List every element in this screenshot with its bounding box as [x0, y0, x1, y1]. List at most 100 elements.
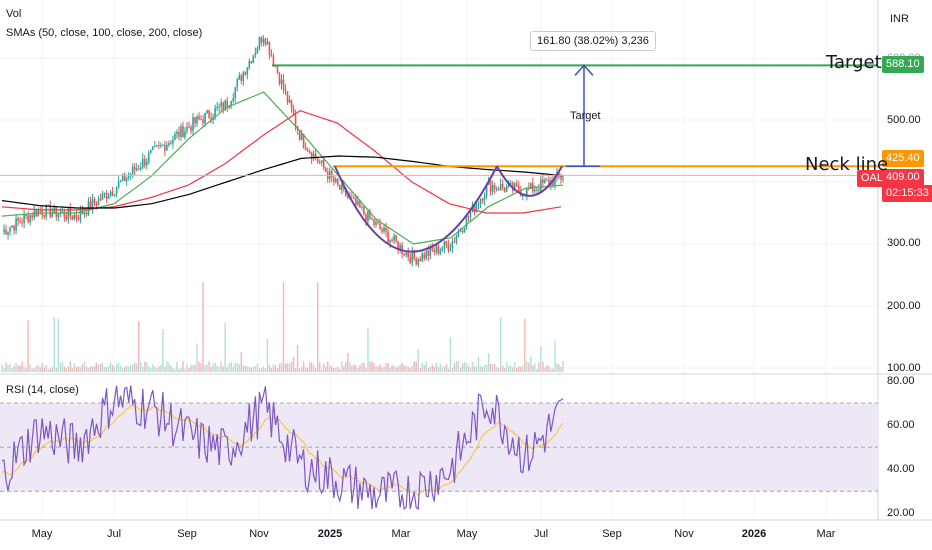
candle-body — [119, 180, 122, 182]
candle-body — [284, 89, 287, 92]
candle-body — [497, 188, 500, 191]
candle-body — [365, 214, 367, 222]
candle-body — [45, 205, 48, 217]
candle-body — [431, 246, 434, 251]
volume-bar — [212, 363, 214, 372]
volume-bar — [154, 366, 156, 372]
volume-bar — [35, 366, 37, 372]
candle-body — [23, 214, 25, 223]
volume-bar — [483, 365, 486, 372]
volume-bar — [524, 318, 526, 372]
candle-body — [129, 174, 132, 176]
volume-bar — [91, 366, 94, 372]
candle-body — [252, 55, 255, 63]
volume-bar — [9, 364, 11, 372]
candle-body — [152, 146, 154, 150]
volume-bar — [214, 362, 216, 372]
neck-line-annotation: Neck line — [805, 154, 889, 175]
volume-bar — [188, 368, 190, 372]
volume-bar — [417, 349, 419, 372]
volume-bar — [192, 365, 194, 372]
candle-body — [463, 228, 466, 233]
candle-body — [302, 133, 305, 148]
volume-bar — [471, 362, 474, 372]
candle-body — [176, 131, 178, 135]
candle-body — [417, 259, 420, 265]
volume-bar — [395, 367, 397, 372]
volume-bar — [397, 366, 399, 372]
volume-bar — [467, 366, 470, 372]
volume-bar — [67, 366, 70, 372]
volume-bar — [560, 366, 562, 372]
candle-body — [91, 199, 94, 210]
volume-bar — [31, 368, 33, 372]
candle-body — [123, 174, 126, 182]
volume-bar — [226, 367, 228, 372]
volume-bar — [314, 368, 317, 372]
time-label: Sep — [602, 528, 622, 540]
volume-bar — [45, 365, 47, 372]
volume-bar — [3, 368, 5, 372]
candle-body — [178, 131, 180, 137]
volume-bar — [449, 337, 452, 372]
cup-curve — [334, 165, 498, 253]
candle-body — [403, 253, 405, 256]
candle-body — [204, 112, 206, 124]
volume-bar — [73, 363, 76, 372]
arrow-head — [574, 64, 594, 76]
volume-bar — [107, 365, 110, 372]
volume-bar — [290, 362, 293, 372]
candle-body — [562, 178, 564, 180]
target-price-tag: 588.10 — [882, 56, 924, 73]
candle-body — [9, 227, 11, 232]
candle-body — [220, 102, 222, 107]
rsi-tick-80: 80.00 — [887, 375, 915, 387]
candle-body — [174, 134, 176, 140]
volume-bar — [166, 361, 168, 372]
volume-bar — [453, 363, 456, 372]
candle-body — [421, 253, 424, 261]
candles — [3, 35, 564, 268]
candle-body — [21, 222, 23, 224]
volume-bar — [208, 361, 210, 372]
volume-bar — [518, 366, 520, 372]
candle-body — [234, 87, 237, 99]
volume-bar — [419, 368, 421, 372]
candle-body — [222, 102, 224, 111]
volume-bar — [79, 366, 82, 372]
candle-body — [115, 187, 118, 195]
candle-body — [162, 144, 164, 146]
sma-lines — [1, 91, 564, 245]
volume-bar — [75, 367, 78, 372]
volume-bar — [339, 368, 341, 372]
volume-bar — [176, 362, 178, 372]
candle-body — [190, 127, 192, 131]
candle-body — [254, 52, 257, 56]
candle-body — [373, 219, 375, 225]
candle-body — [459, 231, 462, 233]
candle-body — [27, 215, 29, 223]
volume-bar — [127, 366, 130, 372]
volume-bar — [125, 365, 128, 372]
candle-body — [320, 160, 323, 163]
candle-body — [61, 211, 64, 213]
candle-body — [141, 158, 144, 168]
volume-bar — [407, 366, 409, 372]
volume-bar — [308, 362, 311, 372]
candle-body — [83, 212, 86, 214]
volume-bar — [121, 368, 124, 372]
volume-bar — [345, 362, 347, 372]
volume-bar — [109, 362, 112, 372]
candle-body — [131, 166, 134, 175]
volume-bar — [29, 364, 31, 372]
candle-body — [242, 72, 245, 81]
volume-bar — [552, 368, 554, 372]
candle-body — [55, 206, 58, 217]
candle-body — [501, 183, 504, 188]
time-label: Nov — [249, 528, 269, 540]
candle-body — [475, 204, 478, 213]
candle-body — [278, 72, 281, 85]
price-tick-500: 500.00 — [887, 114, 921, 126]
candle-body — [419, 259, 422, 261]
